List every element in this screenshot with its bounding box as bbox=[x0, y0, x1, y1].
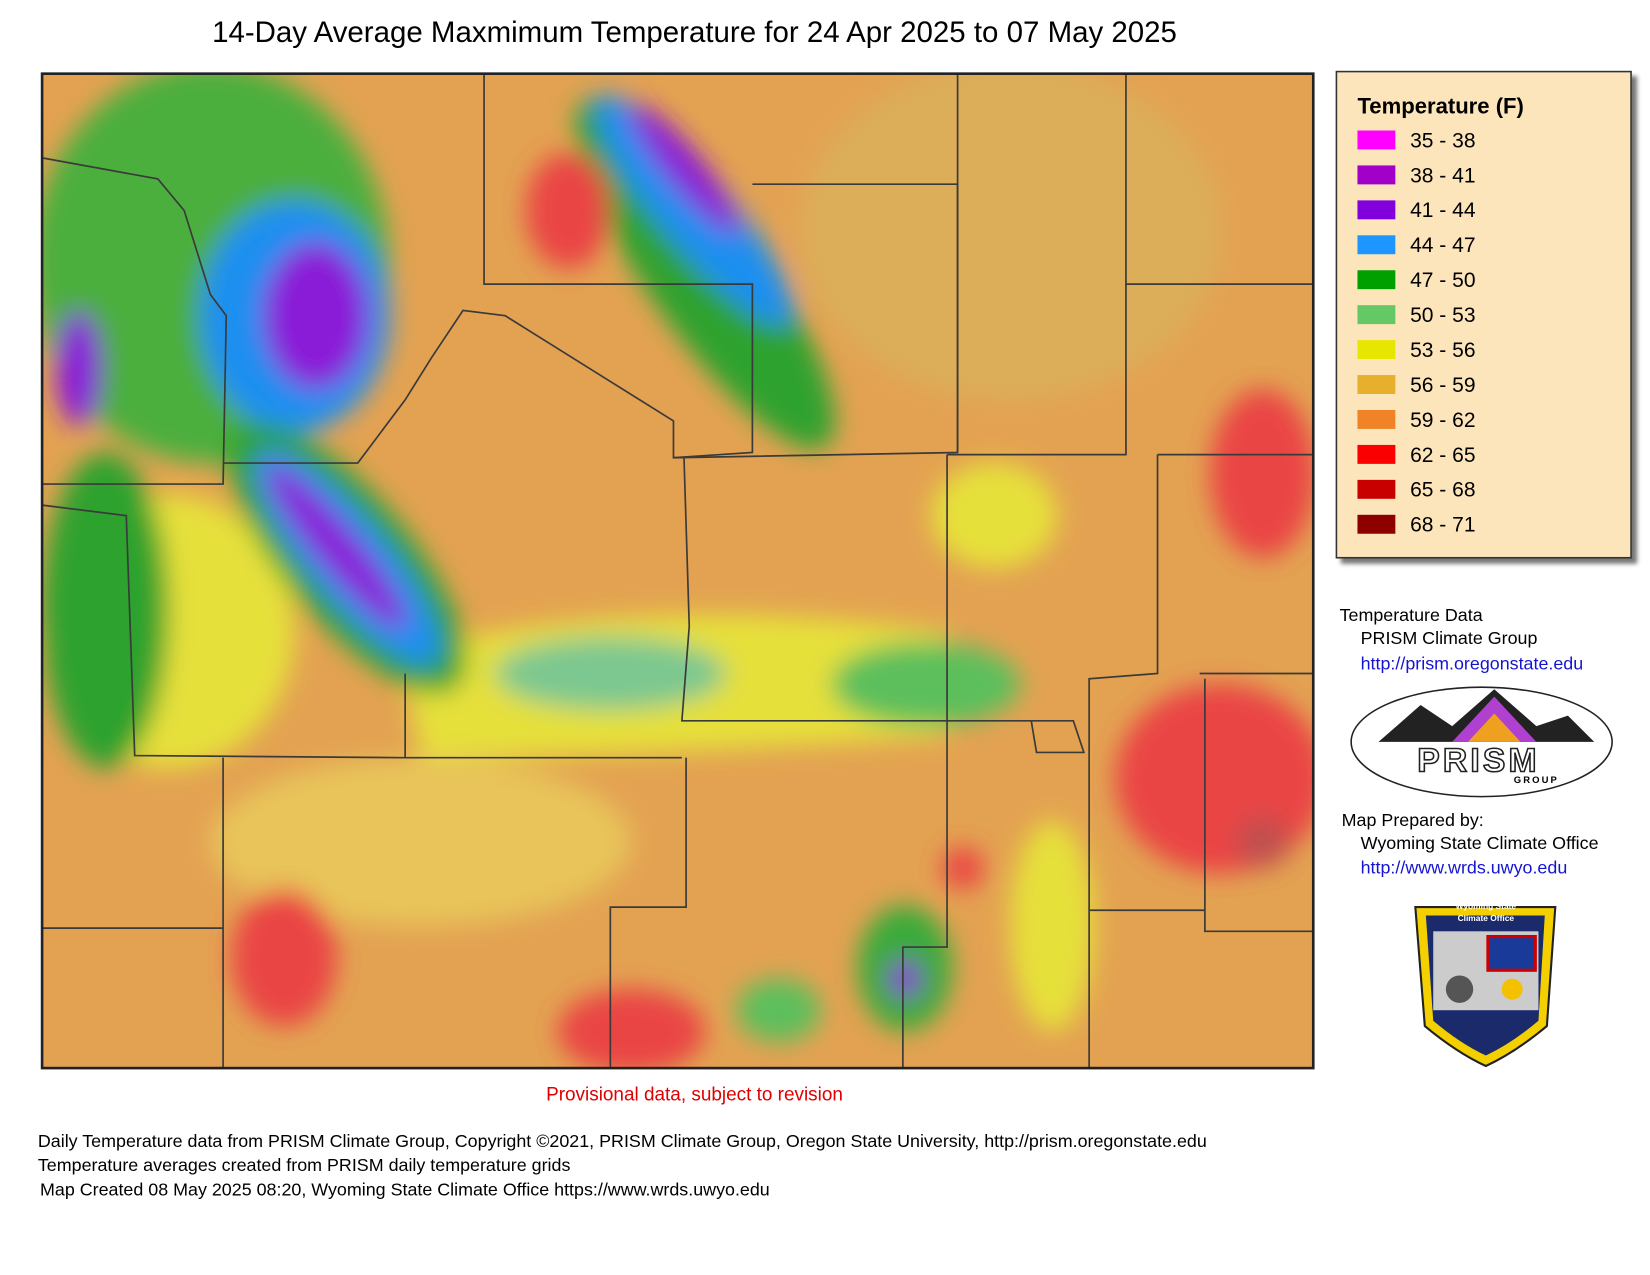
legend-label: 56 - 59 bbox=[1410, 374, 1475, 397]
data-source: PRISM Climate Group bbox=[1361, 628, 1538, 648]
legend-label: 62 - 65 bbox=[1410, 444, 1475, 467]
legend-label: 68 - 71 bbox=[1410, 514, 1475, 537]
prism-logo: PRISM GROUP bbox=[1350, 686, 1613, 798]
legend-label: 50 - 53 bbox=[1410, 304, 1475, 327]
legend-items: 35 - 38 38 - 41 41 - 44 44 - 47 47 - 50 50 - … bbox=[1357, 129, 1476, 537]
provisional-note: Provisional data, subject to revision bbox=[546, 1085, 843, 1106]
footer-line: Temperature averages created from PRISM … bbox=[38, 1155, 571, 1175]
data-heading: Temperature Data bbox=[1340, 605, 1483, 625]
legend-swatch bbox=[1357, 165, 1396, 185]
legend-swatch bbox=[1357, 375, 1396, 394]
wsco-logo: Wyoming State Climate Office bbox=[1414, 901, 1557, 1068]
legend-swatch bbox=[1357, 409, 1396, 429]
legend-swatch bbox=[1357, 340, 1396, 360]
temperature-field bbox=[42, 73, 1314, 1069]
legend-swatch bbox=[1357, 479, 1396, 499]
legend-swatch bbox=[1357, 200, 1396, 220]
legend-swatch bbox=[1357, 444, 1396, 464]
legend-label: 53 - 56 bbox=[1410, 339, 1475, 362]
legend-label: 44 - 47 bbox=[1410, 234, 1475, 257]
legend-label: 47 - 50 bbox=[1410, 269, 1475, 292]
legend-swatch bbox=[1357, 514, 1396, 534]
footer-line: Daily Temperature data from PRISM Climat… bbox=[38, 1131, 1207, 1151]
legend-label: 65 - 68 bbox=[1410, 479, 1475, 502]
prepared-by: Wyoming State Climate Office bbox=[1361, 833, 1599, 853]
footer-line: Map Created 08 May 2025 08:20, Wyoming S… bbox=[40, 1179, 770, 1199]
legend-swatch bbox=[1357, 130, 1396, 150]
legend-label: 35 - 38 bbox=[1410, 129, 1475, 152]
prepared-url[interactable]: http://www.wrds.uwyo.edu bbox=[1361, 857, 1568, 877]
legend-label: 38 - 41 bbox=[1410, 164, 1475, 187]
legend-swatch bbox=[1357, 270, 1396, 290]
data-url[interactable]: http://prism.oregonstate.edu bbox=[1361, 653, 1584, 673]
map-title: 14-Day Average Maxmimum Temperature for … bbox=[212, 16, 1177, 49]
legend-title: Temperature (F) bbox=[1357, 94, 1523, 119]
legend-swatch bbox=[1357, 305, 1396, 325]
wsco-line1: Wyoming State bbox=[1456, 901, 1517, 911]
legend-label: 41 - 44 bbox=[1410, 199, 1476, 222]
wsco-line2: Climate Office bbox=[1458, 913, 1515, 923]
temperature-map bbox=[42, 73, 1314, 1069]
prepared-heading: Map Prepared by: bbox=[1342, 810, 1484, 830]
map-frame bbox=[40, 72, 1315, 1070]
legend-swatch bbox=[1357, 235, 1396, 255]
legend-label: 59 - 62 bbox=[1410, 409, 1475, 432]
county-boundaries bbox=[42, 73, 1314, 1069]
legend: Temperature (F) 35 - 38 38 - 41 41 - 44 44 … bbox=[1335, 70, 1632, 559]
prism-name: PRISM bbox=[1417, 742, 1539, 779]
prism-sub: GROUP bbox=[1514, 775, 1559, 786]
